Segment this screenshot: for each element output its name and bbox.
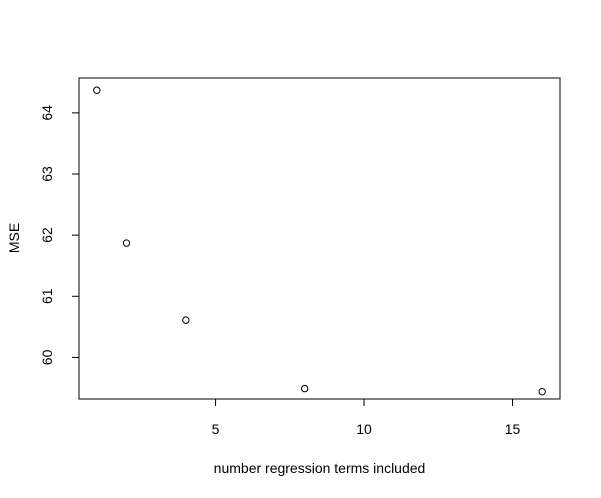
data-point (93, 86, 101, 94)
y-tick-label: 61 (39, 288, 55, 304)
x-tick-label: 10 (356, 421, 372, 437)
y-tick-label: 63 (39, 166, 55, 182)
data-point (182, 316, 190, 324)
plot-frame (78, 77, 561, 400)
data-point (122, 239, 131, 247)
data-points (93, 86, 546, 396)
y-tick-label: 64 (39, 105, 55, 121)
data-point (300, 384, 309, 393)
data-point (538, 387, 546, 396)
y-tick-label: 62 (39, 227, 55, 243)
x-axis-title: number regression terms included (214, 460, 426, 476)
y-tick-label: 60 (39, 349, 55, 365)
x-tick-label: 15 (505, 421, 521, 437)
y-axis-title: MSE (6, 223, 22, 253)
y-axis: 60 61 62 63 64 (39, 105, 80, 365)
x-tick-label: 5 (212, 421, 220, 437)
x-axis: 5 10 15 (212, 398, 521, 437)
